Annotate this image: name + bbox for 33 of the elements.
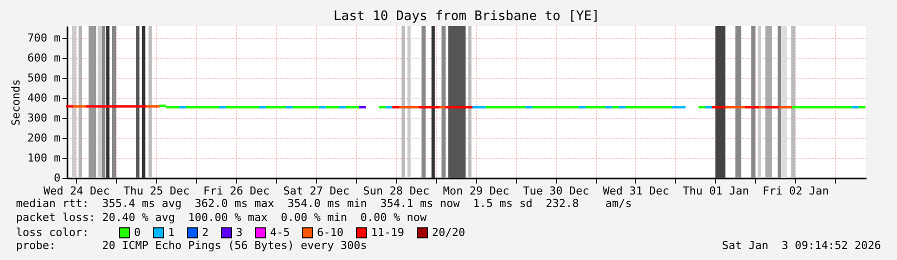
legend-label: 11-19 <box>371 226 404 239</box>
x-tick-label: Sun 28 Dec <box>363 184 430 198</box>
y-tick-label: 0 <box>54 172 60 184</box>
text: probe: 20 ICMP Echo Pings (56 Bytes) every 300s <box>16 239 367 253</box>
y-tick-label: 200 m <box>27 132 61 144</box>
x-tick-label: Fri 26 Dec <box>203 184 270 198</box>
y-tick-label: 400 m <box>27 92 61 104</box>
y-tick-label: 700 m <box>27 32 61 44</box>
legend-label: 4-5 <box>270 226 290 239</box>
x-tick-label: Thu 25 Dec <box>123 184 190 198</box>
x-tick-label: Sat 27 Dec <box>283 184 350 198</box>
x-tick-label: Wed 31 Dec <box>602 184 670 198</box>
text: Sat Jan 3 09:14:52 2026 <box>722 239 881 253</box>
chart-title: Last 10 Days from Brisbane to [YE] <box>333 9 600 24</box>
y-axis-title: Seconds <box>9 79 22 126</box>
y-tick-label: 500 m <box>27 72 61 84</box>
legend-label: 6-10 <box>317 226 344 239</box>
x-tick-label: Thu 01 Jan <box>682 184 749 198</box>
y-tick-label: 300 m <box>27 112 61 124</box>
legend-label: 20/20 <box>432 226 466 239</box>
legend-label: 0 <box>134 226 141 239</box>
y-tick-label: 600 m <box>27 52 61 64</box>
x-tick-label: Fri 02 Jan <box>762 184 829 198</box>
y-tick-label: 100 m <box>27 152 61 164</box>
legend-label: 2 <box>202 226 209 239</box>
legend-title: loss color: <box>16 226 89 239</box>
text: packet loss: 20.40 % avg 100.00 % max 0.00 % min 0.00 % now <box>16 211 428 225</box>
x-tick-label: Wed 24 Dec <box>44 184 110 198</box>
x-tick-label: Tue 30 Dec <box>522 184 590 198</box>
legend-label: 3 <box>236 226 243 239</box>
text: median rtt: 355.4 ms avg 362.0 ms max 354.0 ms min 354.1 ms now 1.5 ms sd 232.8 am/s <box>16 197 633 211</box>
legend-label: 1 <box>168 226 175 239</box>
x-tick-label: Mon 29 Dec <box>443 184 510 198</box>
